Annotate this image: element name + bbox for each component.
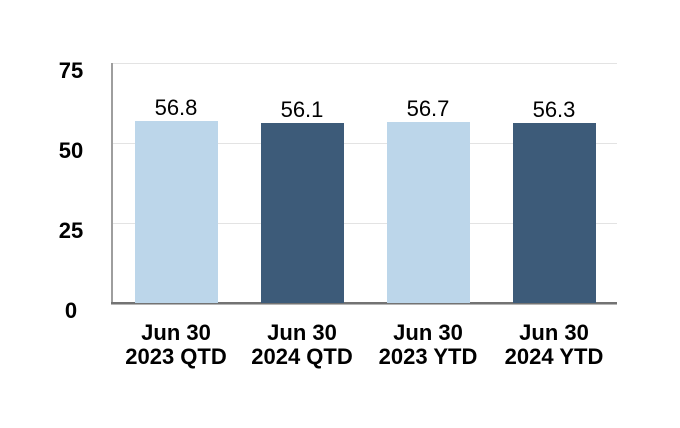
bar-3	[386, 121, 470, 303]
bar-value-label-3: 56.7	[406, 95, 450, 121]
category-label-line: Jun 30	[267, 320, 337, 345]
bar-4	[512, 122, 596, 303]
gridline-25	[113, 223, 617, 224]
x-axis-line	[111, 302, 617, 304]
category-label-line: Jun 30	[519, 320, 589, 345]
category-label-line: Jun 30	[141, 320, 211, 345]
plot-area: 56.8 56.1 56.7 56.3	[111, 63, 617, 304]
bar-value-label-4: 56.3	[532, 96, 576, 122]
y-tick-label-75: 75	[58, 58, 84, 83]
y-tick-label-0: 0	[64, 298, 78, 323]
category-label-line: 2023 YTD	[378, 344, 478, 369]
bar-2	[260, 123, 344, 303]
category-label-line: 2023 QTD	[125, 344, 227, 369]
category-label-4: Jun 30 2024 YTD	[491, 321, 617, 369]
category-label-2: Jun 30 2024 QTD	[239, 321, 365, 369]
category-label-line: 2024 YTD	[504, 344, 604, 369]
gridline-50	[113, 143, 617, 144]
gridline-75	[113, 63, 617, 64]
bar-1	[134, 121, 218, 303]
category-label-line: Jun 30	[393, 320, 463, 345]
category-label-1: Jun 30 2023 QTD	[113, 321, 239, 369]
category-label-3: Jun 30 2023 YTD	[365, 321, 491, 369]
y-axis-line	[111, 63, 113, 303]
category-label-line: 2024 QTD	[251, 344, 353, 369]
y-tick-label-25: 25	[58, 218, 84, 243]
y-tick-label-50: 50	[58, 138, 84, 163]
bar-value-label-2: 56.1	[280, 97, 324, 123]
bar-value-label-1: 56.8	[154, 95, 198, 121]
